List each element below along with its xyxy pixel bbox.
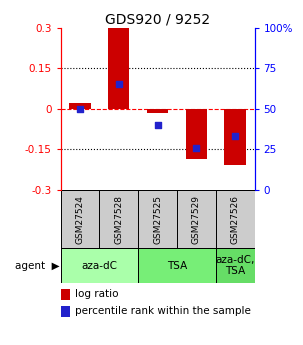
- Text: GSM27528: GSM27528: [114, 195, 123, 244]
- Bar: [108, 28, 129, 109]
- Text: log ratio: log ratio: [75, 289, 119, 299]
- Text: agent  ▶: agent ▶: [15, 261, 60, 270]
- Bar: [99, 190, 138, 248]
- Text: GSM27525: GSM27525: [153, 195, 162, 244]
- Text: percentile rank within the sample: percentile rank within the sample: [75, 306, 251, 316]
- Bar: [147, 109, 168, 113]
- Text: aza-dC,
TSA: aza-dC, TSA: [215, 255, 255, 276]
- Bar: [216, 190, 255, 248]
- Point: [78, 106, 82, 111]
- Text: aza-dC: aza-dC: [82, 261, 117, 270]
- Text: TSA: TSA: [167, 261, 187, 270]
- Point: [155, 122, 160, 128]
- Bar: [61, 248, 138, 283]
- Bar: [177, 190, 216, 248]
- Point: [233, 134, 238, 139]
- Bar: [186, 109, 207, 159]
- Bar: [61, 288, 70, 300]
- Bar: [225, 109, 246, 165]
- Text: GSM27529: GSM27529: [192, 195, 201, 244]
- Bar: [138, 190, 177, 248]
- Bar: [138, 248, 216, 283]
- Title: GDS920 / 9252: GDS920 / 9252: [105, 12, 210, 27]
- Text: GSM27524: GSM27524: [75, 195, 85, 244]
- Bar: [69, 103, 91, 109]
- Point: [116, 81, 121, 87]
- Bar: [61, 306, 70, 317]
- Point: [194, 145, 199, 150]
- Bar: [61, 190, 99, 248]
- Text: GSM27526: GSM27526: [231, 195, 240, 244]
- Bar: [216, 248, 255, 283]
